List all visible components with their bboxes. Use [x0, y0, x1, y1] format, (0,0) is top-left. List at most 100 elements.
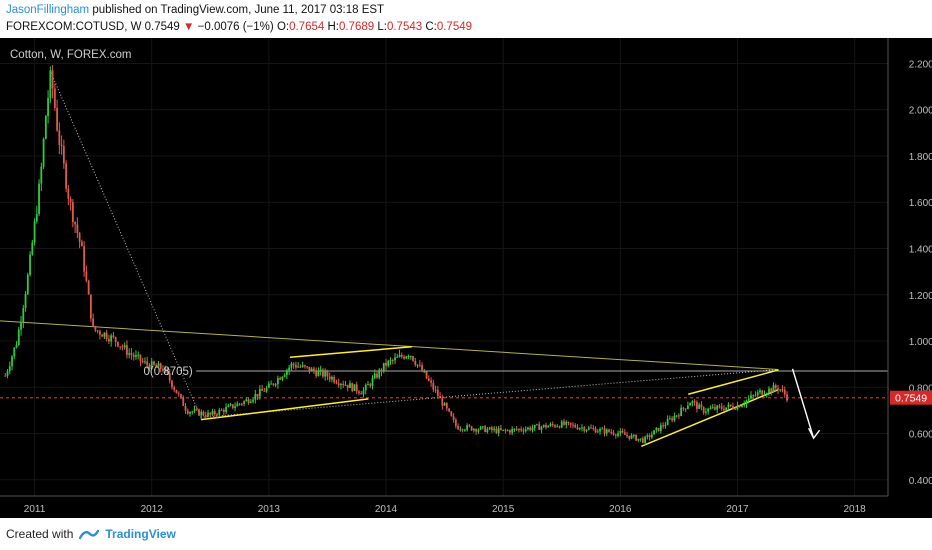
- candle-body: [547, 425, 550, 428]
- candle-body: [632, 434, 635, 436]
- candle-body: [513, 428, 516, 430]
- candle-body: [714, 407, 716, 410]
- candle-body: [182, 397, 185, 406]
- y-tick-label: 1.2000: [909, 291, 932, 302]
- high-value: 0.7689: [338, 21, 375, 33]
- candle-body: [58, 130, 61, 146]
- candle-body: [89, 294, 92, 319]
- candle-body: [596, 431, 599, 433]
- candle-body: [222, 409, 225, 413]
- candle-body: [623, 432, 626, 435]
- candle-body: [441, 397, 444, 406]
- candle-body: [761, 390, 764, 395]
- candle-body: [682, 407, 685, 409]
- candle-body: [786, 394, 788, 401]
- candle-body: [777, 388, 779, 390]
- candle-body: [139, 354, 142, 362]
- candle-body: [576, 427, 579, 430]
- candle-body: [700, 404, 703, 408]
- candle-body: [270, 383, 273, 385]
- candle-body: [126, 345, 128, 355]
- candle-body: [69, 198, 72, 203]
- candle-body: [340, 383, 342, 385]
- candle-body: [666, 418, 669, 425]
- candle-body: [668, 418, 671, 420]
- candle-body: [164, 368, 167, 371]
- open-label: O:: [276, 21, 290, 33]
- candle-body: [256, 394, 259, 397]
- candle-body: [459, 429, 462, 431]
- candle-body: [423, 371, 426, 373]
- candle-body: [371, 378, 374, 386]
- candle-body: [130, 353, 133, 356]
- candle-body: [225, 407, 227, 413]
- candle-body: [29, 254, 31, 275]
- candle-body: [481, 426, 484, 428]
- tradingview-logo-icon: [79, 529, 100, 540]
- candle-body: [635, 434, 637, 441]
- candle-body: [727, 404, 730, 408]
- candle-body: [35, 214, 38, 222]
- candle-body: [364, 384, 367, 391]
- candle-body: [540, 426, 543, 430]
- candle-body: [594, 428, 597, 433]
- candle-body: [763, 394, 766, 396]
- candle-body: [644, 436, 646, 443]
- candle-body: [650, 434, 653, 438]
- tradingview-brand[interactable]: TradingView: [105, 527, 176, 541]
- candle-body: [765, 393, 768, 395]
- candle-body: [696, 402, 698, 409]
- candle-body: [445, 403, 448, 409]
- close-label: C:: [425, 21, 437, 33]
- candle-body: [292, 363, 295, 365]
- candle-body: [121, 346, 124, 348]
- candle-body: [80, 241, 83, 247]
- candle-body: [705, 411, 707, 413]
- candle-body: [263, 390, 266, 392]
- candle-body: [322, 369, 324, 377]
- candle-body: [146, 361, 149, 365]
- candle-body: [389, 360, 392, 362]
- candle-body: [78, 233, 81, 242]
- candle-body: [297, 366, 300, 368]
- candle-body: [128, 353, 131, 355]
- chart-grid: [0, 38, 888, 496]
- candle-body: [76, 224, 79, 234]
- x-tick-label: 2017: [726, 504, 749, 515]
- candle-body: [443, 403, 446, 406]
- candle-body: [74, 222, 77, 225]
- open-value: 0.7654: [289, 21, 325, 33]
- candle-body: [231, 404, 234, 408]
- candle-body: [502, 429, 505, 431]
- candle-body: [427, 378, 430, 381]
- candle-body: [112, 335, 115, 338]
- candle-body: [355, 384, 358, 392]
- candle-body: [686, 405, 689, 409]
- candle-body: [67, 188, 70, 199]
- candle-body: [707, 408, 710, 412]
- candle-body: [565, 421, 568, 425]
- candle-body: [617, 433, 619, 436]
- candle-body: [342, 383, 345, 386]
- candle-body: [200, 411, 203, 416]
- candle-body: [132, 355, 135, 357]
- candle-body: [536, 424, 538, 426]
- candle-body: [198, 409, 200, 416]
- candle-body: [344, 384, 347, 386]
- candle-body: [779, 389, 782, 391]
- candle-body: [13, 347, 16, 357]
- candle-body: [732, 406, 734, 409]
- candle-body: [466, 425, 469, 430]
- candle-body: [673, 415, 676, 421]
- candle-body: [301, 365, 304, 367]
- candle-body: [718, 405, 721, 407]
- candle-body: [657, 427, 660, 432]
- x-tick-label: 2016: [609, 504, 632, 515]
- author-link[interactable]: JasonFillingham: [6, 4, 90, 16]
- candle-body: [101, 334, 104, 337]
- candle-body: [117, 341, 119, 347]
